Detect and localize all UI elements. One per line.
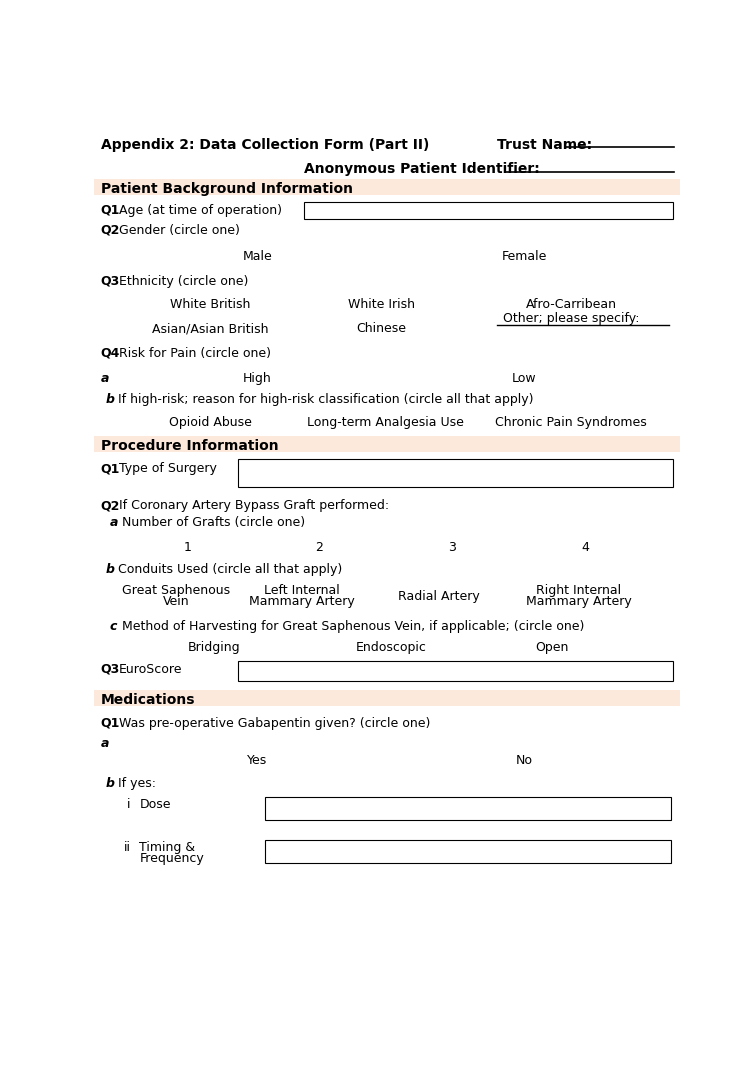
- Text: b: b: [106, 393, 115, 406]
- Text: Trust Name:: Trust Name:: [498, 137, 593, 151]
- Bar: [265, 796, 671, 820]
- Text: If Coronary Artery Bypass Graft performed:: If Coronary Artery Bypass Graft performe…: [119, 500, 390, 513]
- Text: Other; please specify:: Other; please specify:: [503, 312, 639, 325]
- Text: c: c: [110, 620, 117, 633]
- Text: Endoscopic: Endoscopic: [356, 642, 427, 655]
- Text: White Irish: White Irish: [347, 298, 414, 311]
- Text: 1: 1: [183, 541, 191, 554]
- Text: Was pre-operative Gabapentin given? (circle one): Was pre-operative Gabapentin given? (cir…: [119, 716, 430, 729]
- Text: b: b: [106, 563, 115, 576]
- Text: Gender (circle one): Gender (circle one): [119, 224, 240, 237]
- Text: 2: 2: [315, 541, 323, 554]
- Text: Risk for Pain (circle one): Risk for Pain (circle one): [119, 347, 271, 360]
- Text: Long-term Analgesia Use: Long-term Analgesia Use: [307, 417, 464, 430]
- Text: Age (at time of operation): Age (at time of operation): [119, 203, 282, 216]
- Text: Chronic Pain Syndromes: Chronic Pain Syndromes: [495, 417, 647, 430]
- Text: No: No: [516, 753, 533, 766]
- Bar: [94, 180, 680, 195]
- Text: Low: Low: [512, 371, 537, 384]
- Text: 3: 3: [448, 541, 456, 554]
- Text: Q3: Q3: [100, 662, 120, 675]
- Text: Appendix 2: Data Collection Form (Part II): Appendix 2: Data Collection Form (Part I…: [100, 137, 429, 151]
- Text: Anonymous Patient Identifier:: Anonymous Patient Identifier:: [304, 162, 539, 176]
- Text: Chinese: Chinese: [356, 322, 406, 335]
- Text: ii: ii: [124, 842, 131, 855]
- Text: Method of Harvesting for Great Saphenous Vein, if applicable; (circle one): Method of Harvesting for Great Saphenous…: [122, 620, 584, 633]
- Text: Type of Surgery: Type of Surgery: [119, 462, 217, 475]
- Text: Q3: Q3: [100, 275, 120, 288]
- Text: Number of Grafts (circle one): Number of Grafts (circle one): [122, 516, 304, 529]
- Bar: [94, 436, 680, 451]
- Text: If high-risk; reason for high-risk classification (circle all that apply): If high-risk; reason for high-risk class…: [118, 393, 533, 406]
- Text: Q2: Q2: [100, 500, 120, 513]
- Text: Afro-Carribean: Afro-Carribean: [525, 298, 617, 311]
- Text: Timing &: Timing &: [140, 842, 196, 855]
- Text: Vein: Vein: [162, 595, 189, 608]
- Text: Patient Background Information: Patient Background Information: [100, 182, 353, 196]
- Text: High: High: [243, 371, 272, 384]
- Text: Conduits Used (circle all that apply): Conduits Used (circle all that apply): [118, 563, 342, 576]
- Bar: [304, 202, 673, 220]
- Text: Great Saphenous: Great Saphenous: [122, 584, 230, 597]
- Text: a: a: [110, 516, 119, 529]
- Text: 4: 4: [582, 541, 590, 554]
- Text: Q1: Q1: [100, 203, 120, 216]
- Text: Left Internal: Left Internal: [264, 584, 340, 597]
- Text: Dose: Dose: [140, 799, 171, 812]
- Text: Open: Open: [535, 642, 569, 655]
- Text: Mammary Artery: Mammary Artery: [249, 595, 355, 608]
- Text: Q1: Q1: [100, 462, 120, 475]
- Text: Right Internal: Right Internal: [536, 584, 621, 597]
- Text: Asian/Asian British: Asian/Asian British: [153, 322, 269, 335]
- Text: Ethnicity (circle one): Ethnicity (circle one): [119, 275, 248, 288]
- Text: Frequency: Frequency: [140, 853, 204, 866]
- Bar: [238, 661, 673, 682]
- Text: a: a: [100, 737, 109, 750]
- Text: If yes:: If yes:: [118, 777, 156, 790]
- Text: Medications: Medications: [100, 694, 195, 708]
- Text: Q2: Q2: [100, 224, 120, 237]
- Text: Female: Female: [502, 250, 547, 263]
- Text: White British: White British: [171, 298, 251, 311]
- Text: a: a: [100, 371, 109, 384]
- Text: Bridging: Bridging: [188, 642, 241, 655]
- Text: Opioid Abuse: Opioid Abuse: [169, 417, 252, 430]
- Text: Male: Male: [242, 250, 272, 263]
- Text: Radial Artery: Radial Artery: [399, 590, 480, 603]
- Text: EuroScore: EuroScore: [119, 662, 183, 675]
- Text: Mammary Artery: Mammary Artery: [526, 595, 632, 608]
- Text: Procedure Information: Procedure Information: [100, 439, 278, 453]
- Bar: [265, 840, 671, 862]
- Text: i: i: [127, 799, 131, 812]
- Text: Q4: Q4: [100, 347, 120, 360]
- Bar: [94, 690, 680, 705]
- Text: b: b: [106, 777, 115, 790]
- Text: Q1: Q1: [100, 716, 120, 729]
- Text: Yes: Yes: [247, 753, 267, 766]
- Bar: [238, 460, 673, 487]
